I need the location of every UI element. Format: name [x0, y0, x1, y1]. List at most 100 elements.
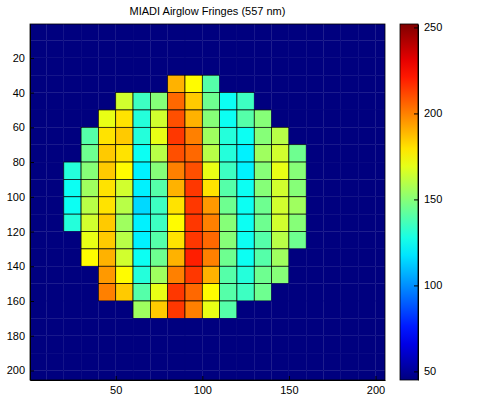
cell [30, 58, 46, 75]
cell [324, 179, 341, 196]
cell [306, 75, 323, 92]
cell [168, 370, 185, 380]
cell [185, 75, 202, 92]
y-axis: 20406080100120140160180200 [7, 25, 34, 381]
tick-mark [116, 376, 117, 380]
cell [220, 214, 237, 231]
cell [133, 249, 150, 266]
cell [358, 110, 375, 127]
axis-line [418, 25, 419, 381]
tick: 50 [110, 376, 122, 396]
tick-label: 200 [7, 364, 25, 376]
tick-mark [414, 27, 418, 28]
cell [358, 24, 375, 40]
cell [150, 93, 167, 110]
tick: 50 [414, 365, 436, 377]
cell [30, 214, 46, 231]
cell [46, 24, 63, 40]
cell [375, 336, 385, 353]
cell [254, 197, 271, 214]
cell [150, 24, 167, 40]
cell [30, 336, 46, 353]
cell [358, 353, 375, 370]
tick-mark [375, 376, 376, 380]
cell [237, 249, 254, 266]
cell [30, 179, 46, 196]
cell [98, 249, 115, 266]
cell [324, 127, 341, 144]
tick-mark [30, 93, 34, 94]
cell [185, 179, 202, 196]
tick: 150 [414, 193, 442, 205]
cell [133, 58, 150, 75]
cell [254, 214, 271, 231]
cell [324, 318, 341, 335]
cell [272, 353, 289, 370]
cell [30, 162, 46, 179]
cell [116, 40, 133, 57]
cell [358, 179, 375, 196]
cell [375, 370, 385, 380]
tick: 100 [414, 279, 442, 291]
cell [220, 40, 237, 57]
cell [289, 284, 306, 301]
cell [375, 127, 385, 144]
cell [168, 214, 185, 231]
cell [220, 127, 237, 144]
cell [150, 58, 167, 75]
cell [185, 24, 202, 40]
cell [185, 127, 202, 144]
cell [185, 370, 202, 380]
cell [341, 318, 358, 335]
cell [81, 336, 98, 353]
cell [81, 24, 98, 40]
cell [220, 232, 237, 249]
cell [64, 318, 81, 335]
cell [185, 266, 202, 283]
cell [324, 214, 341, 231]
cell [358, 145, 375, 162]
cell [81, 75, 98, 92]
tick: 60 [13, 121, 34, 133]
cell [272, 58, 289, 75]
cell [220, 284, 237, 301]
cell [46, 301, 63, 318]
cell [341, 284, 358, 301]
cell [289, 40, 306, 57]
tick: 100 [194, 376, 212, 396]
cell [98, 284, 115, 301]
tick: 150 [280, 376, 298, 396]
cell [98, 232, 115, 249]
cell [306, 284, 323, 301]
cell [81, 266, 98, 283]
cell [30, 266, 46, 283]
cell [202, 249, 219, 266]
cell [64, 249, 81, 266]
cell [272, 266, 289, 283]
cell [220, 197, 237, 214]
cell [289, 127, 306, 144]
cell [98, 58, 115, 75]
cell [220, 336, 237, 353]
cell [254, 58, 271, 75]
cell [254, 40, 271, 57]
tick-label: 100 [7, 191, 25, 203]
cell [289, 370, 306, 380]
cell [46, 318, 63, 335]
tick: 80 [13, 156, 34, 168]
cell [116, 353, 133, 370]
cell [358, 127, 375, 144]
cell [133, 75, 150, 92]
cell [46, 284, 63, 301]
cell [202, 214, 219, 231]
cell [220, 162, 237, 179]
cell [254, 127, 271, 144]
cell [185, 336, 202, 353]
cell [341, 370, 358, 380]
cell [306, 249, 323, 266]
cell [64, 266, 81, 283]
tick-label: 180 [7, 330, 25, 342]
tick-mark [30, 336, 34, 337]
cell [358, 75, 375, 92]
cell [150, 353, 167, 370]
